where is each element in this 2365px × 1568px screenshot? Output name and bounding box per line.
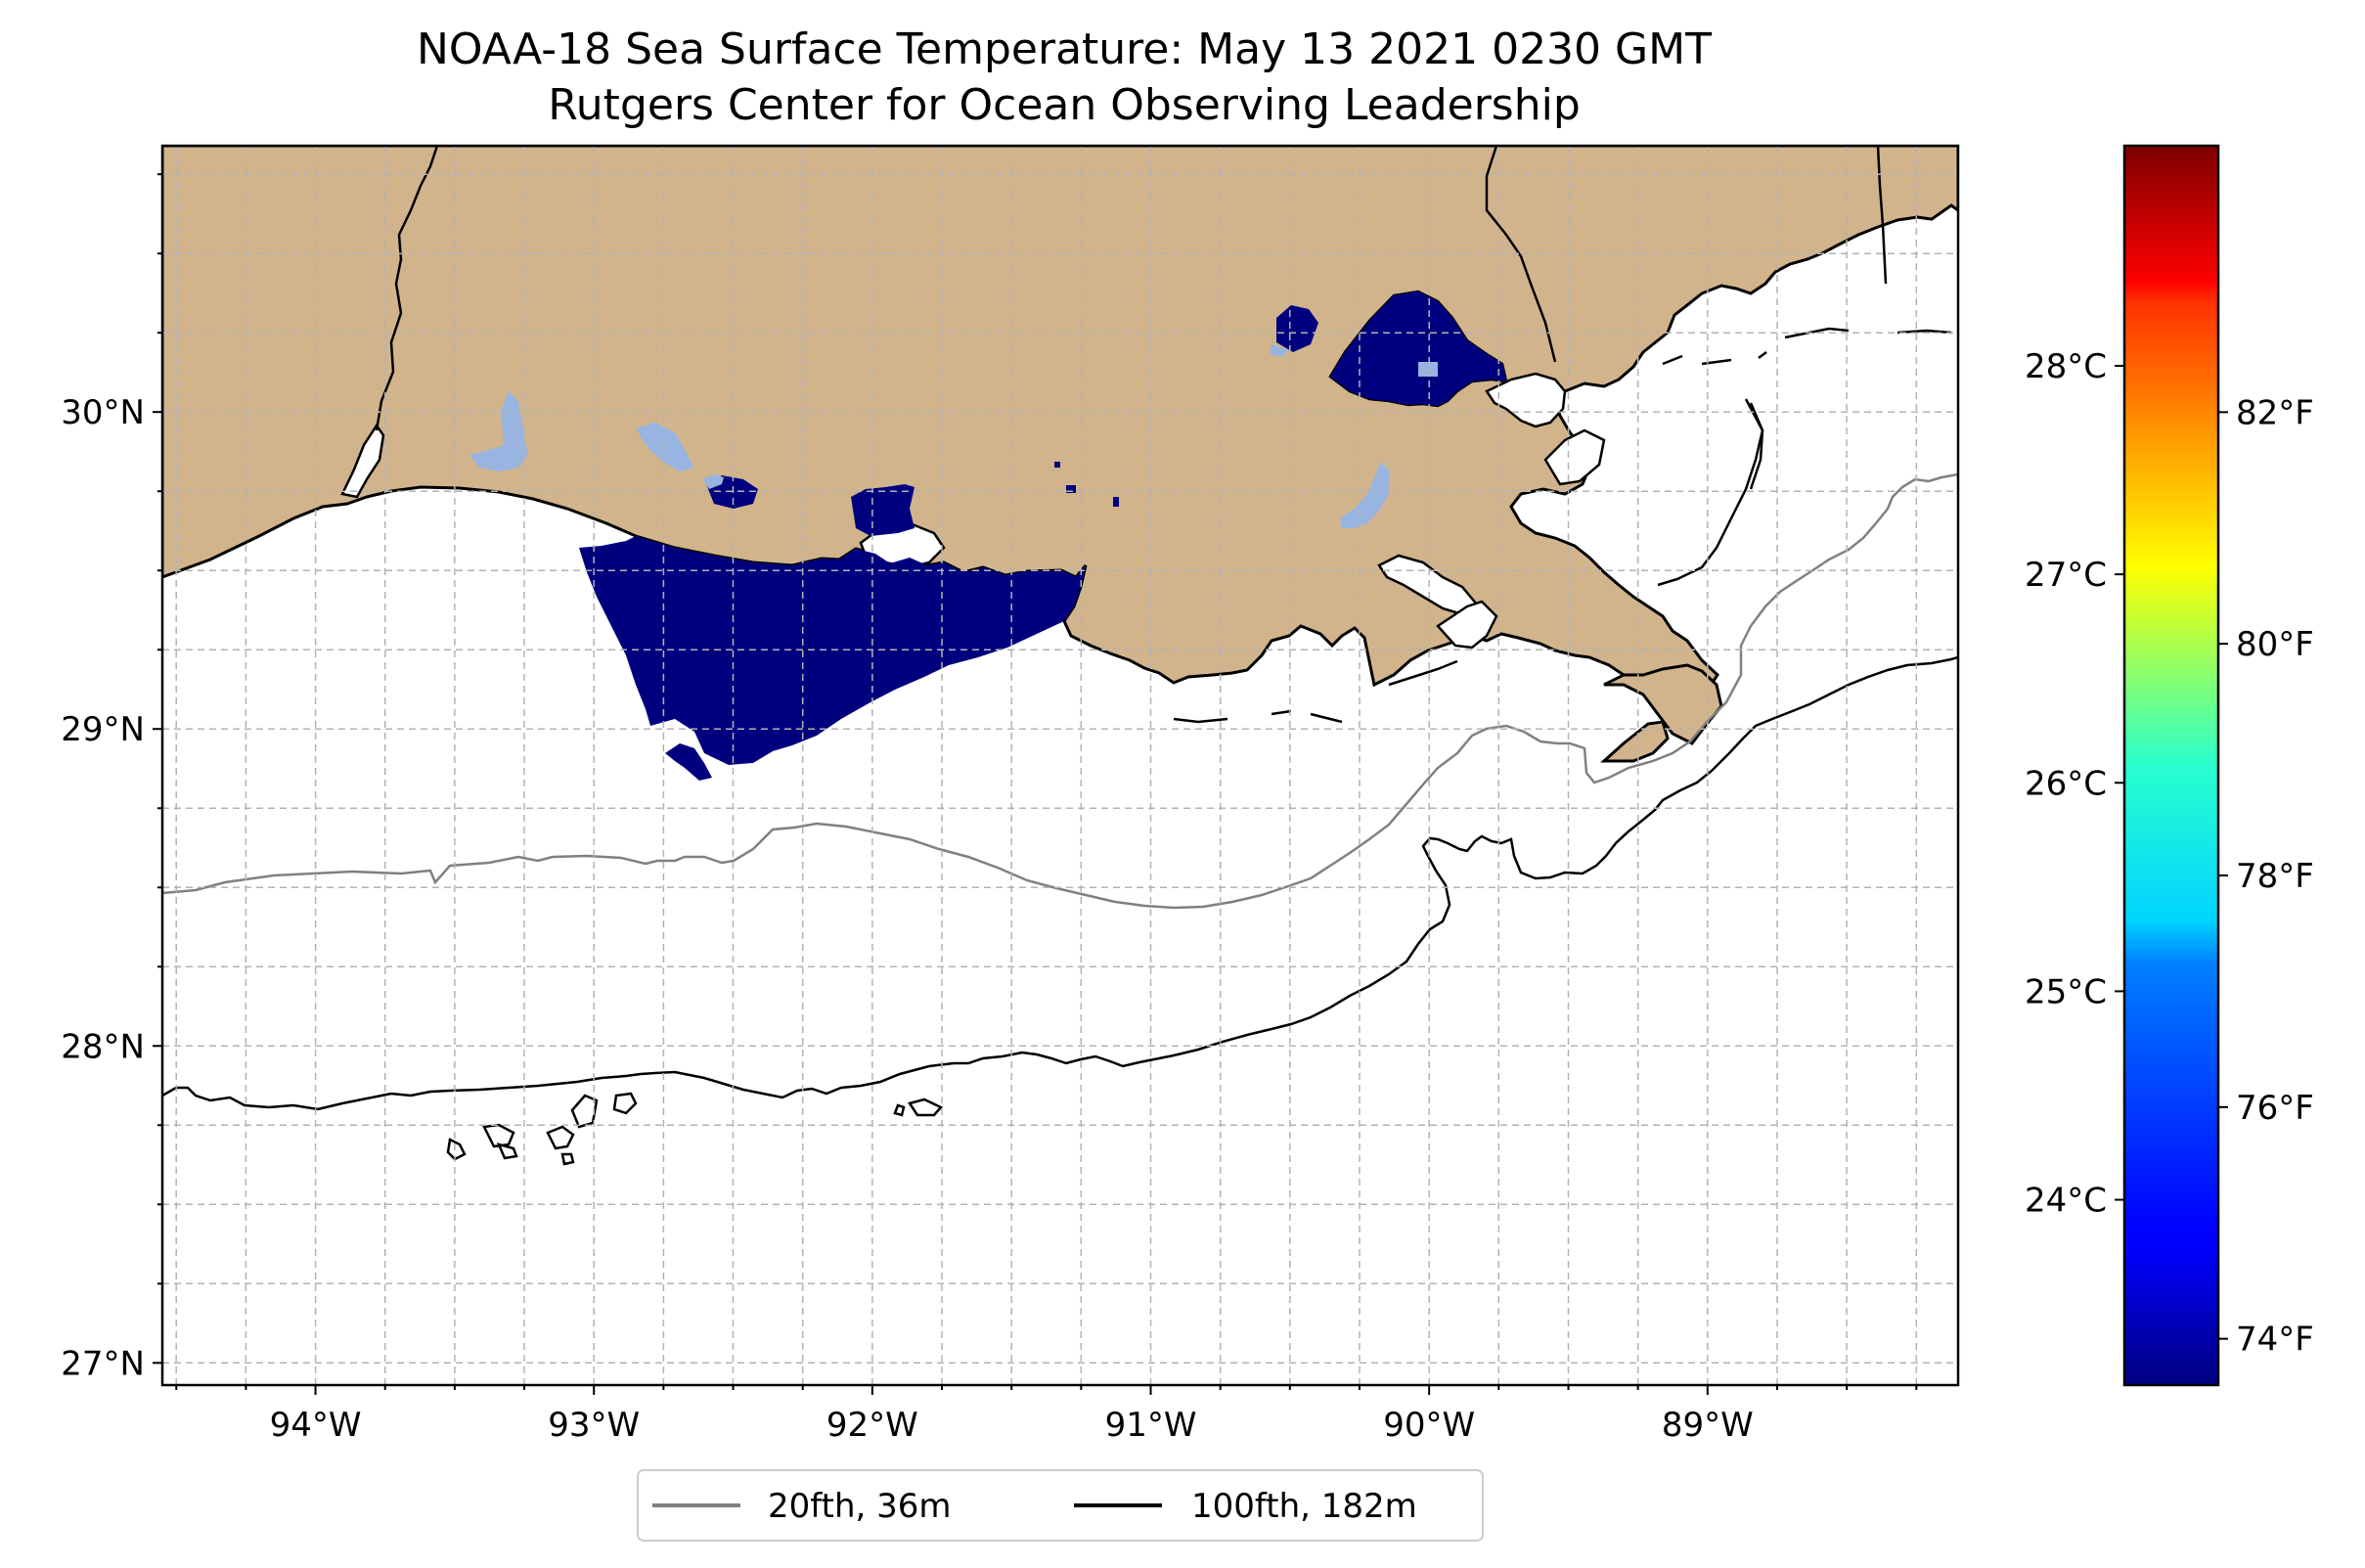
fahrenheit-tick-label: 76°F bbox=[2236, 1089, 2314, 1128]
state-boundary-tx-la bbox=[375, 146, 439, 431]
legend-label-20fth: 20fth, 36m bbox=[768, 1487, 952, 1526]
fahrenheit-tick-label: 78°F bbox=[2236, 857, 2314, 896]
lon-tick-label: 93°W bbox=[548, 1406, 640, 1445]
lon-tick-label: 92°W bbox=[826, 1406, 918, 1445]
state-boundary-la-ms bbox=[1485, 146, 1557, 363]
sst-patch-maurepas-halo bbox=[1270, 344, 1289, 357]
sst-speck-2 bbox=[1066, 485, 1076, 493]
longitude-axis: 94°W 93°W 92°W 91°W 90°W 89°W bbox=[175, 1385, 1918, 1445]
breton-sound bbox=[1543, 428, 1606, 486]
sst-patch-calcasieu bbox=[851, 484, 915, 536]
fahrenheit-tick-label: 80°F bbox=[2236, 625, 2314, 664]
inland-water-1 bbox=[469, 391, 528, 471]
inland-water-3 bbox=[1340, 462, 1389, 528]
map-frame bbox=[160, 144, 1960, 1387]
chandeleur-islands bbox=[1744, 398, 1764, 490]
sst-patch-south bbox=[665, 743, 712, 781]
sabine-lake bbox=[340, 423, 385, 499]
gridlines bbox=[162, 146, 1958, 1385]
celsius-tick-label: 24°C bbox=[2025, 1182, 2107, 1221]
celsius-tick-label: 27°C bbox=[2025, 556, 2107, 595]
map-subtitle: Rutgers Center for Ocean Observing Leade… bbox=[548, 80, 1581, 130]
state-boundary-ms-al bbox=[1876, 146, 1888, 285]
sst-speck-1 bbox=[1054, 462, 1060, 468]
colorbar-fahrenheit-axis: 74°F 76°F 78°F 80°F 82°F bbox=[2218, 393, 2314, 1360]
barrier-islands-east bbox=[1657, 327, 1952, 587]
lon-tick-label: 91°W bbox=[1105, 1406, 1197, 1445]
lon-tick-label: 89°W bbox=[1662, 1406, 1754, 1445]
lon-tick-label: 90°W bbox=[1383, 1406, 1475, 1445]
isobath-20fth bbox=[162, 472, 1958, 910]
sst-patch-maurepas bbox=[1276, 305, 1318, 352]
fahrenheit-tick-label: 74°F bbox=[2236, 1321, 2314, 1360]
lat-tick-label: 28°N bbox=[61, 1027, 145, 1066]
isobath-100fth bbox=[162, 655, 1958, 1111]
fahrenheit-tick-label: 82°F bbox=[2236, 393, 2314, 432]
lat-tick-label: 30°N bbox=[61, 393, 145, 432]
legend-label-100fth: 100fth, 182m bbox=[1191, 1487, 1417, 1526]
lake-borgne bbox=[1485, 372, 1567, 428]
celsius-tick-label: 26°C bbox=[2025, 764, 2107, 803]
isobath-100fth-islands bbox=[446, 1092, 944, 1166]
sst-speck-3 bbox=[1113, 497, 1119, 507]
map-area bbox=[162, 146, 1958, 1385]
barrier-islands-south bbox=[1173, 659, 1458, 724]
delta-tip bbox=[1600, 720, 1670, 763]
isobath-legend: 20fth, 36m 100fth, 182m bbox=[637, 1469, 1484, 1542]
barataria-bay bbox=[1436, 600, 1498, 650]
legend-frame bbox=[637, 1469, 1484, 1542]
colorbar-gradient bbox=[2122, 144, 2220, 1387]
colorbar-celsius-axis: 24°C 25°C 26°C 27°C 28°C bbox=[2025, 347, 2124, 1221]
sst-patch-lake-pontchartrain bbox=[1330, 291, 1506, 406]
colorbar: 24°C 25°C 26°C 27°C 28°C 74°F 76°F 78°F 80°F 82°… bbox=[2025, 144, 2314, 1387]
celsius-tick-label: 25°C bbox=[2025, 972, 2107, 1011]
sst-patch-sabine-halo bbox=[702, 474, 724, 489]
lat-tick-label: 27°N bbox=[61, 1344, 145, 1383]
inland-water-2 bbox=[636, 423, 694, 471]
lat-tick-label: 29°N bbox=[61, 710, 145, 749]
celsius-tick-label: 28°C bbox=[2025, 347, 2107, 386]
lon-tick-label: 94°W bbox=[270, 1406, 362, 1445]
inland-water-4 bbox=[1418, 362, 1438, 377]
map-title: NOAA-18 Sea Surface Temperature: May 13 … bbox=[417, 24, 1712, 74]
sst-patch-main bbox=[579, 536, 1086, 765]
latitude-axis: 27°N 28°N 29°N 30°N bbox=[61, 173, 162, 1383]
